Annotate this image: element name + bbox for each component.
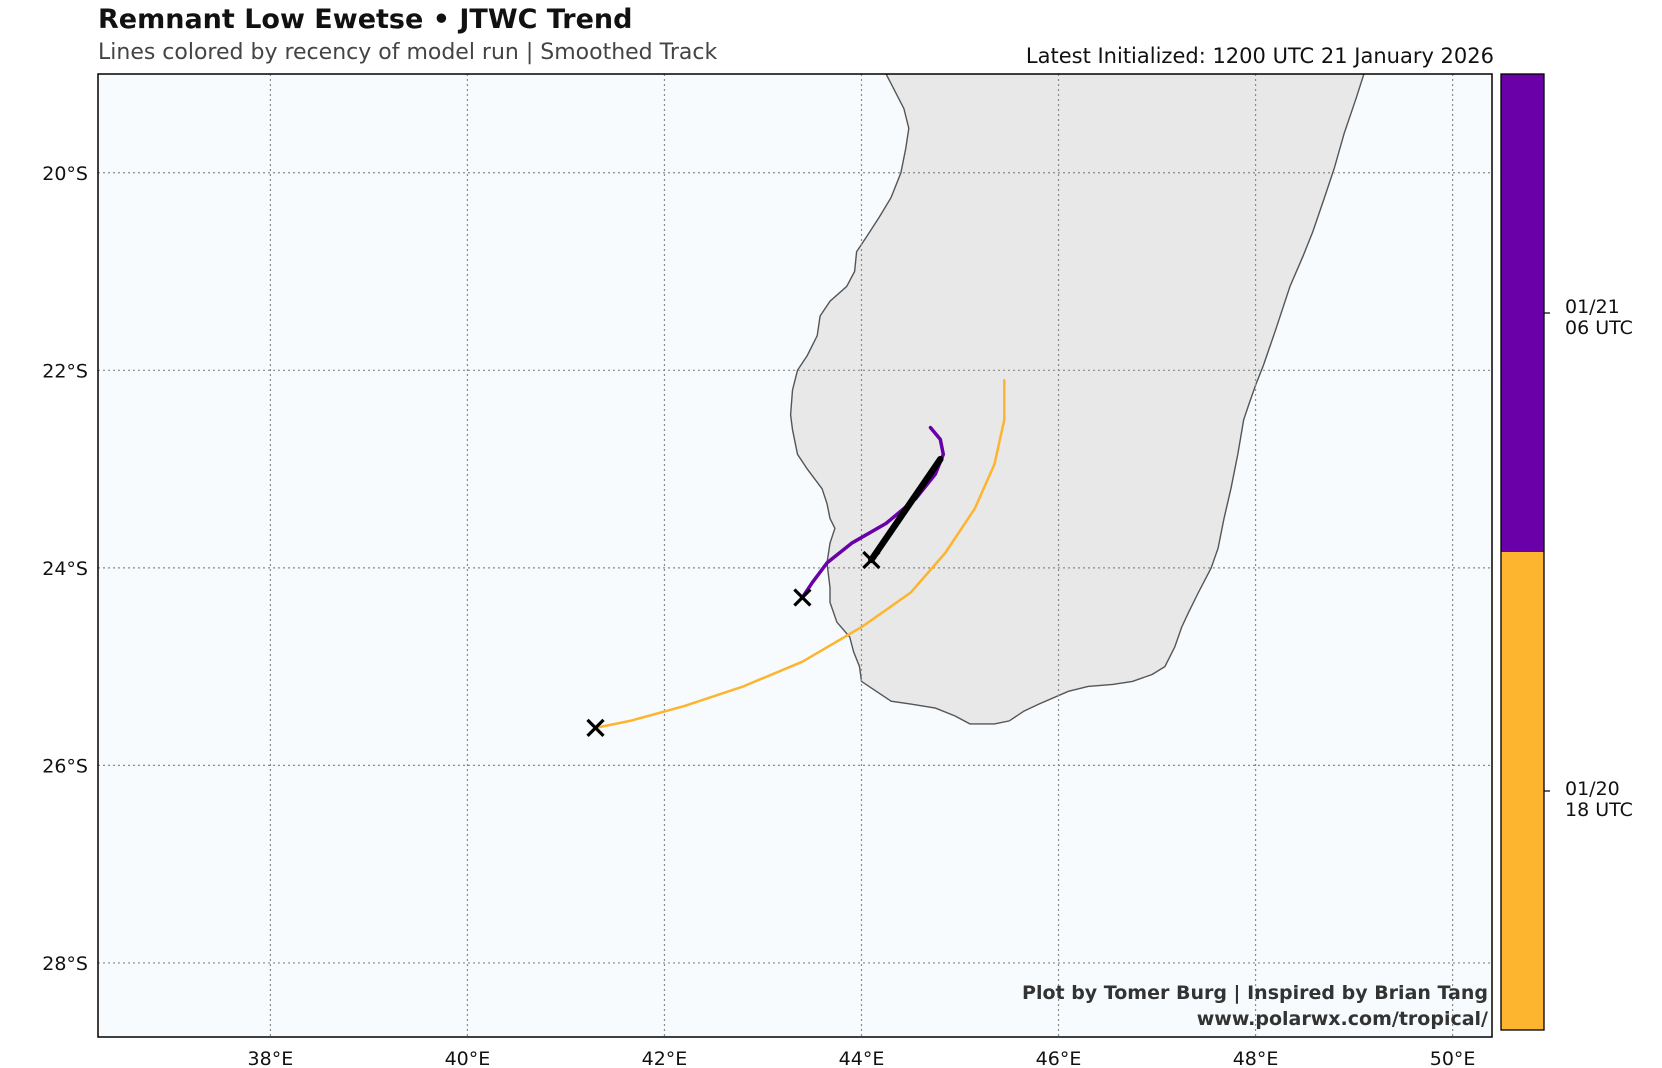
lon-tick-label: 44°E: [839, 1048, 885, 1068]
lat-tick-label: 24°S: [42, 558, 88, 580]
lon-tick-label: 42°E: [642, 1048, 688, 1068]
init-time-label: Latest Initialized: 1200 UTC 21 January …: [1025, 44, 1494, 68]
credit-url: www.polarwx.com/tropical/: [1196, 1008, 1488, 1030]
lon-tick-label: 40°E: [445, 1048, 491, 1068]
lat-tick-label: 26°S: [42, 755, 88, 777]
lon-tick-label: 46°E: [1036, 1048, 1082, 1068]
plot-frame: [97, 73, 1493, 1038]
lon-tick-label: 48°E: [1233, 1048, 1279, 1068]
colorbar-frame: [1500, 73, 1545, 1031]
colorbar-label-latest: 01/21 06 UTC: [1565, 296, 1633, 339]
page-subtitle: Lines colored by recency of model run | …: [98, 40, 718, 65]
colorbar-segment-0: [1501, 74, 1544, 552]
page-title: Remnant Low Ewetse • JTWC Trend: [98, 4, 633, 35]
colorbar-label-earliest: 01/20 18 UTC: [1565, 778, 1633, 821]
lat-tick-label: 22°S: [42, 360, 88, 382]
lat-tick-label: 28°S: [42, 953, 88, 975]
track-line-0: [594, 378, 1006, 730]
track-end-marker-1: [793, 588, 812, 607]
track-end-marker-2: [862, 550, 881, 570]
track-line-2: [868, 455, 944, 564]
coastline: [789, 74, 1365, 725]
credit-line: Plot by Tomer Burg | Inspired by Brian T…: [1022, 982, 1488, 1004]
lon-tick-label: 50°E: [1430, 1048, 1476, 1068]
lat-tick-label: 20°S: [42, 163, 88, 185]
colorbar-segment-1: [1501, 552, 1544, 1030]
track-end-marker-0: [586, 718, 605, 737]
land-madagascar: [790, 74, 1364, 724]
lon-tick-label: 38°E: [248, 1048, 294, 1068]
